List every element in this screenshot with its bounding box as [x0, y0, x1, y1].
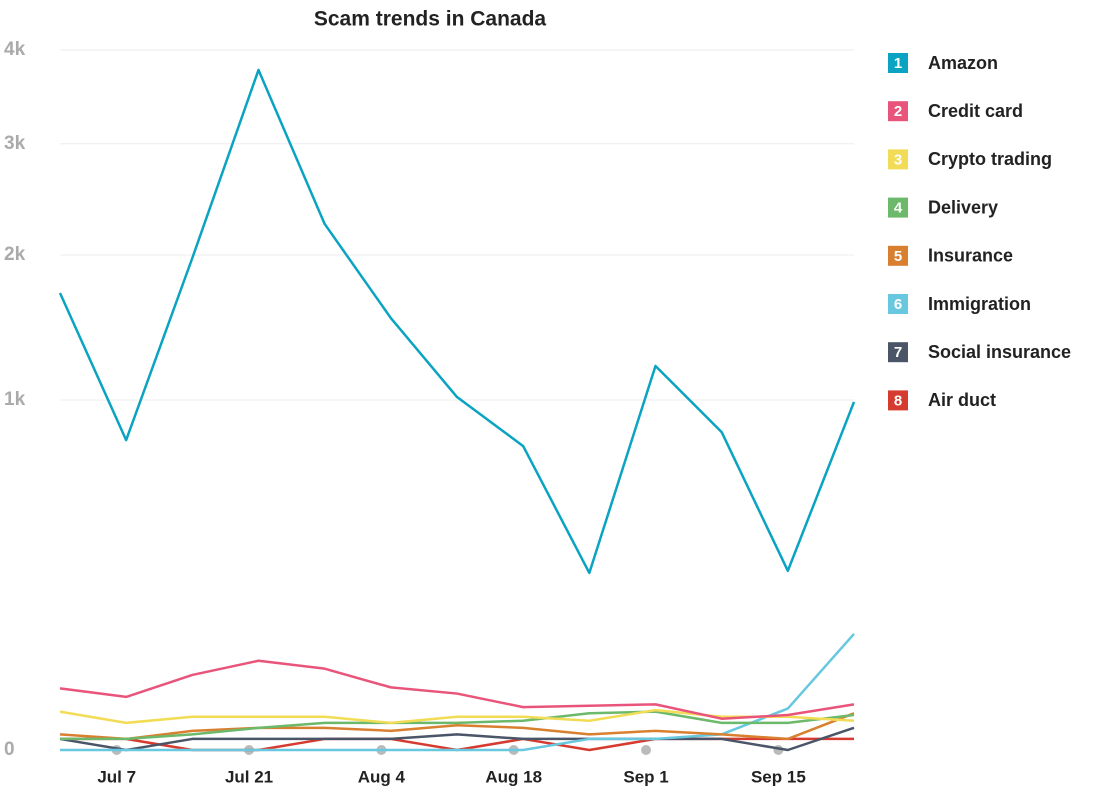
x-tick-label: Jul 21	[225, 767, 273, 786]
legend-swatch	[888, 342, 908, 363]
legend-swatch	[888, 390, 908, 411]
legend-swatch	[888, 294, 908, 314]
series-line	[59, 712, 855, 741]
x-tick-label: Aug 18	[485, 767, 542, 786]
y-tick-label: 3k	[4, 133, 26, 154]
series-line	[58, 68, 856, 575]
legend-label: Credit card	[928, 101, 1023, 121]
chart-title: Scam trends in Canada	[314, 8, 547, 31]
legend-number: 3	[894, 151, 902, 168]
legend-swatch	[888, 245, 908, 266]
y-tick-label: 4k	[4, 39, 26, 60]
legend-number: 6	[894, 296, 902, 313]
y-tick-label: 2k	[4, 244, 26, 265]
x-tick-mark	[641, 745, 652, 755]
x-tick-label: Jul 7	[97, 767, 136, 786]
series-line	[59, 708, 855, 725]
legend-number: 5	[894, 248, 902, 265]
legend-number: 2	[894, 103, 902, 120]
legend-swatch	[888, 101, 908, 122]
legend-number: 4	[894, 200, 903, 217]
legend-label: Crypto trading	[928, 149, 1052, 169]
legend-number: 1	[894, 55, 902, 72]
legend-swatch	[888, 197, 908, 218]
y-tick-label: 1k	[4, 389, 26, 410]
legend-label: Social insurance	[928, 342, 1071, 362]
y-tick-label: 0	[4, 739, 15, 760]
x-tick-label: Aug 4	[358, 767, 406, 786]
series-line	[60, 710, 855, 741]
legend-swatch	[888, 149, 908, 170]
legend-label: Air duct	[928, 390, 996, 410]
x-tick-label: Sep 1	[623, 767, 668, 786]
x-tick-label: Sep 15	[751, 767, 806, 786]
legend-number: 8	[894, 392, 902, 409]
legend-label: Amazon	[928, 53, 998, 73]
series-line	[59, 659, 855, 720]
legend-label: Immigration	[928, 294, 1031, 314]
legend-swatch	[888, 53, 908, 73]
legend-label: Insurance	[928, 246, 1013, 266]
legend-number: 7	[894, 344, 902, 361]
series-line	[59, 726, 855, 752]
legend-label: Delivery	[928, 197, 998, 217]
